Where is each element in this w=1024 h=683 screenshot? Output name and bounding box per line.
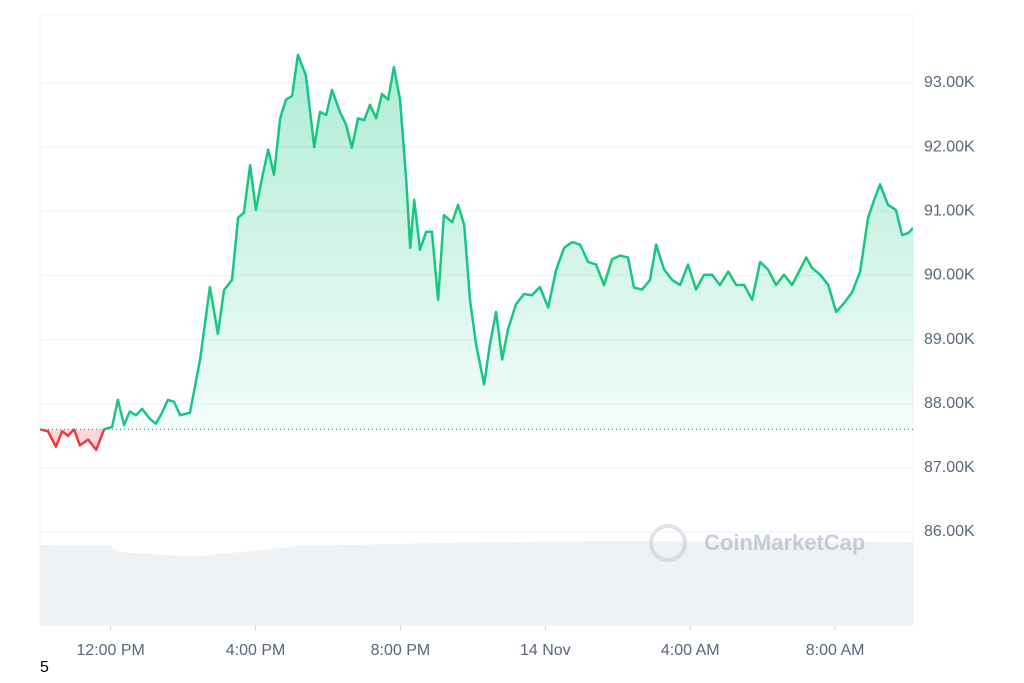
y-tick-label: 88.00K — [924, 395, 975, 412]
price-line — [40, 53, 913, 430]
y-tick-label: 87.00K — [924, 459, 975, 476]
area-above — [40, 54, 913, 430]
y-tick-label: 90.00K — [924, 267, 975, 284]
volume-band — [40, 541, 913, 625]
y-tick-label: 92.00K — [924, 138, 975, 155]
y-tick-label: 89.00K — [924, 331, 975, 348]
x-tick-label: 14 Nov — [520, 642, 571, 659]
y-tick-label: 86.00K — [924, 523, 975, 540]
footnote: 5 — [40, 659, 49, 676]
x-tick-label: 4:00 PM — [226, 642, 286, 659]
x-tick-label: 12:00 PM — [76, 642, 144, 659]
watermark-logo — [649, 524, 687, 562]
y-tick-label: 93.00K — [924, 74, 975, 91]
x-tick-label: 8:00 AM — [806, 642, 865, 659]
x-tick-label: 8:00 PM — [371, 642, 431, 659]
x-tick-label: 4:00 AM — [661, 642, 720, 659]
y-tick-label: 91.00K — [924, 202, 975, 219]
watermark: CoinMarketCap — [704, 530, 865, 555]
